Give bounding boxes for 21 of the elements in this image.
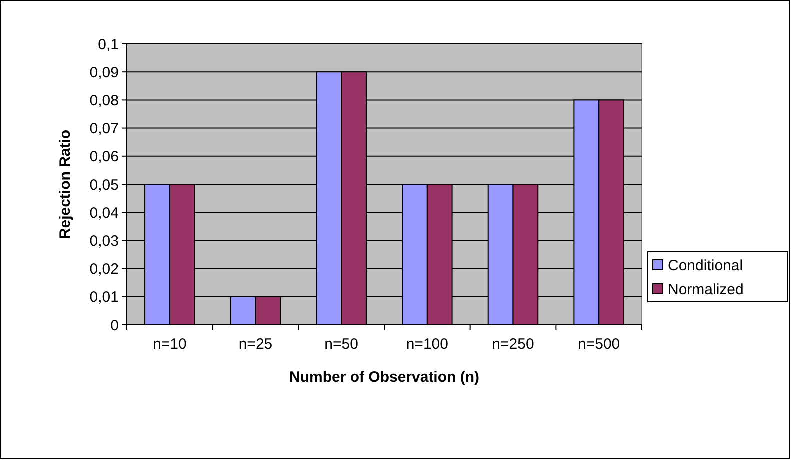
y-tick-label: 0 [110, 317, 119, 334]
x-tick-label: n=50 [324, 336, 358, 353]
y-tick-label: 0,1 [98, 36, 119, 54]
y-tick-label: 0,06 [90, 148, 119, 166]
y-tick-label: 0,04 [90, 204, 119, 222]
x-tick-label: n=25 [238, 336, 273, 353]
x-tick-label: n=250 [492, 336, 534, 353]
y-axis-title: Rejection Ratio [57, 130, 74, 240]
y-tick-label: 0,03 [90, 232, 119, 250]
y-tick-label: 0,01 [90, 289, 119, 306]
y-tick-label: 0,09 [90, 64, 119, 82]
x-axis-title: Number of Observation (n) [289, 369, 480, 386]
x-tick-label: n=10 [153, 336, 187, 353]
y-tick-label: 0,02 [90, 261, 119, 278]
legend-label: Conditional [668, 257, 744, 274]
legend-label: Normalized [668, 281, 744, 298]
y-tick-label: 0,05 [90, 176, 119, 194]
y-tick-label: 0,08 [90, 92, 119, 110]
y-tick-label: 0,07 [90, 120, 119, 138]
x-tick-label: n=100 [406, 336, 448, 353]
x-tick-label: n=500 [578, 336, 620, 353]
